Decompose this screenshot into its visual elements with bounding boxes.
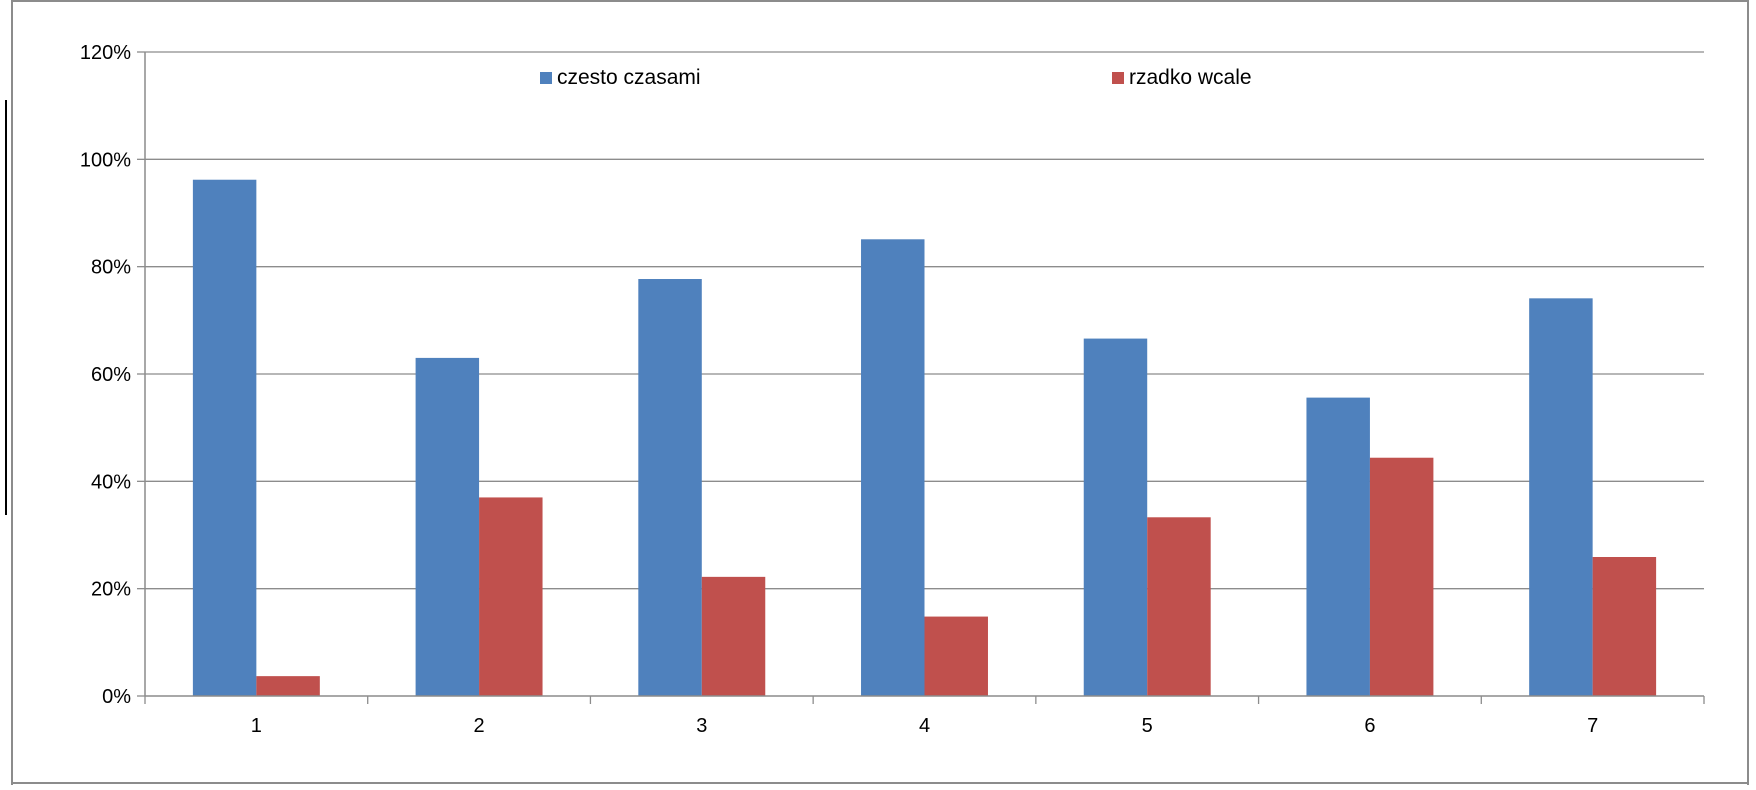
- y-tick-label: 40%: [91, 471, 131, 493]
- y-tick-label: 0%: [102, 686, 131, 708]
- legend-swatch: [540, 72, 552, 84]
- x-tick-label: 4: [919, 715, 930, 737]
- bars: [193, 180, 1656, 696]
- x-tick-label: 5: [1142, 715, 1153, 737]
- x-tick-label: 6: [1364, 715, 1375, 737]
- bar-series-2-cat-2: [479, 497, 542, 696]
- x-tick-label: 7: [1587, 715, 1598, 737]
- x-tick-labels: 1 2 3 4 5 6 7: [251, 715, 1598, 737]
- x-tick-label: 2: [474, 715, 485, 737]
- x-tick-label: 3: [696, 715, 707, 737]
- bar-series-2-cat-4: [925, 617, 988, 696]
- bar-series-1-cat-2: [416, 358, 479, 696]
- legend-swatch: [1112, 72, 1124, 84]
- y-tick-label: 80%: [91, 257, 131, 279]
- bar-series-1-cat-4: [861, 239, 924, 696]
- bar-series-1-cat-3: [638, 279, 701, 696]
- bar-series-1-cat-7: [1529, 298, 1592, 696]
- bar-series-2-cat-3: [702, 577, 765, 696]
- x-tick-label: 1: [251, 715, 262, 737]
- bar-series-1-cat-1: [193, 180, 256, 696]
- bar-series-1-cat-5: [1084, 339, 1147, 696]
- y-tick-label: 20%: [91, 579, 131, 601]
- bar-series-2-cat-5: [1147, 517, 1210, 696]
- legend: czesto czasami rzadko wcale: [540, 66, 1252, 89]
- legend-label: rzadko wcale: [1129, 66, 1252, 89]
- y-tick-label: 100%: [80, 149, 131, 171]
- bar-series-2-cat-7: [1593, 557, 1656, 696]
- bar-series-2-cat-1: [256, 676, 319, 696]
- y-tick-labels: 0% 20% 40% 60% 80% 100% 120%: [80, 42, 131, 708]
- bar-series-1-cat-6: [1306, 398, 1369, 696]
- y-tick-label: 60%: [91, 364, 131, 386]
- bar-series-2-cat-6: [1370, 458, 1433, 696]
- legend-label: czesto czasami: [557, 66, 701, 89]
- y-tick-label: 120%: [80, 42, 131, 64]
